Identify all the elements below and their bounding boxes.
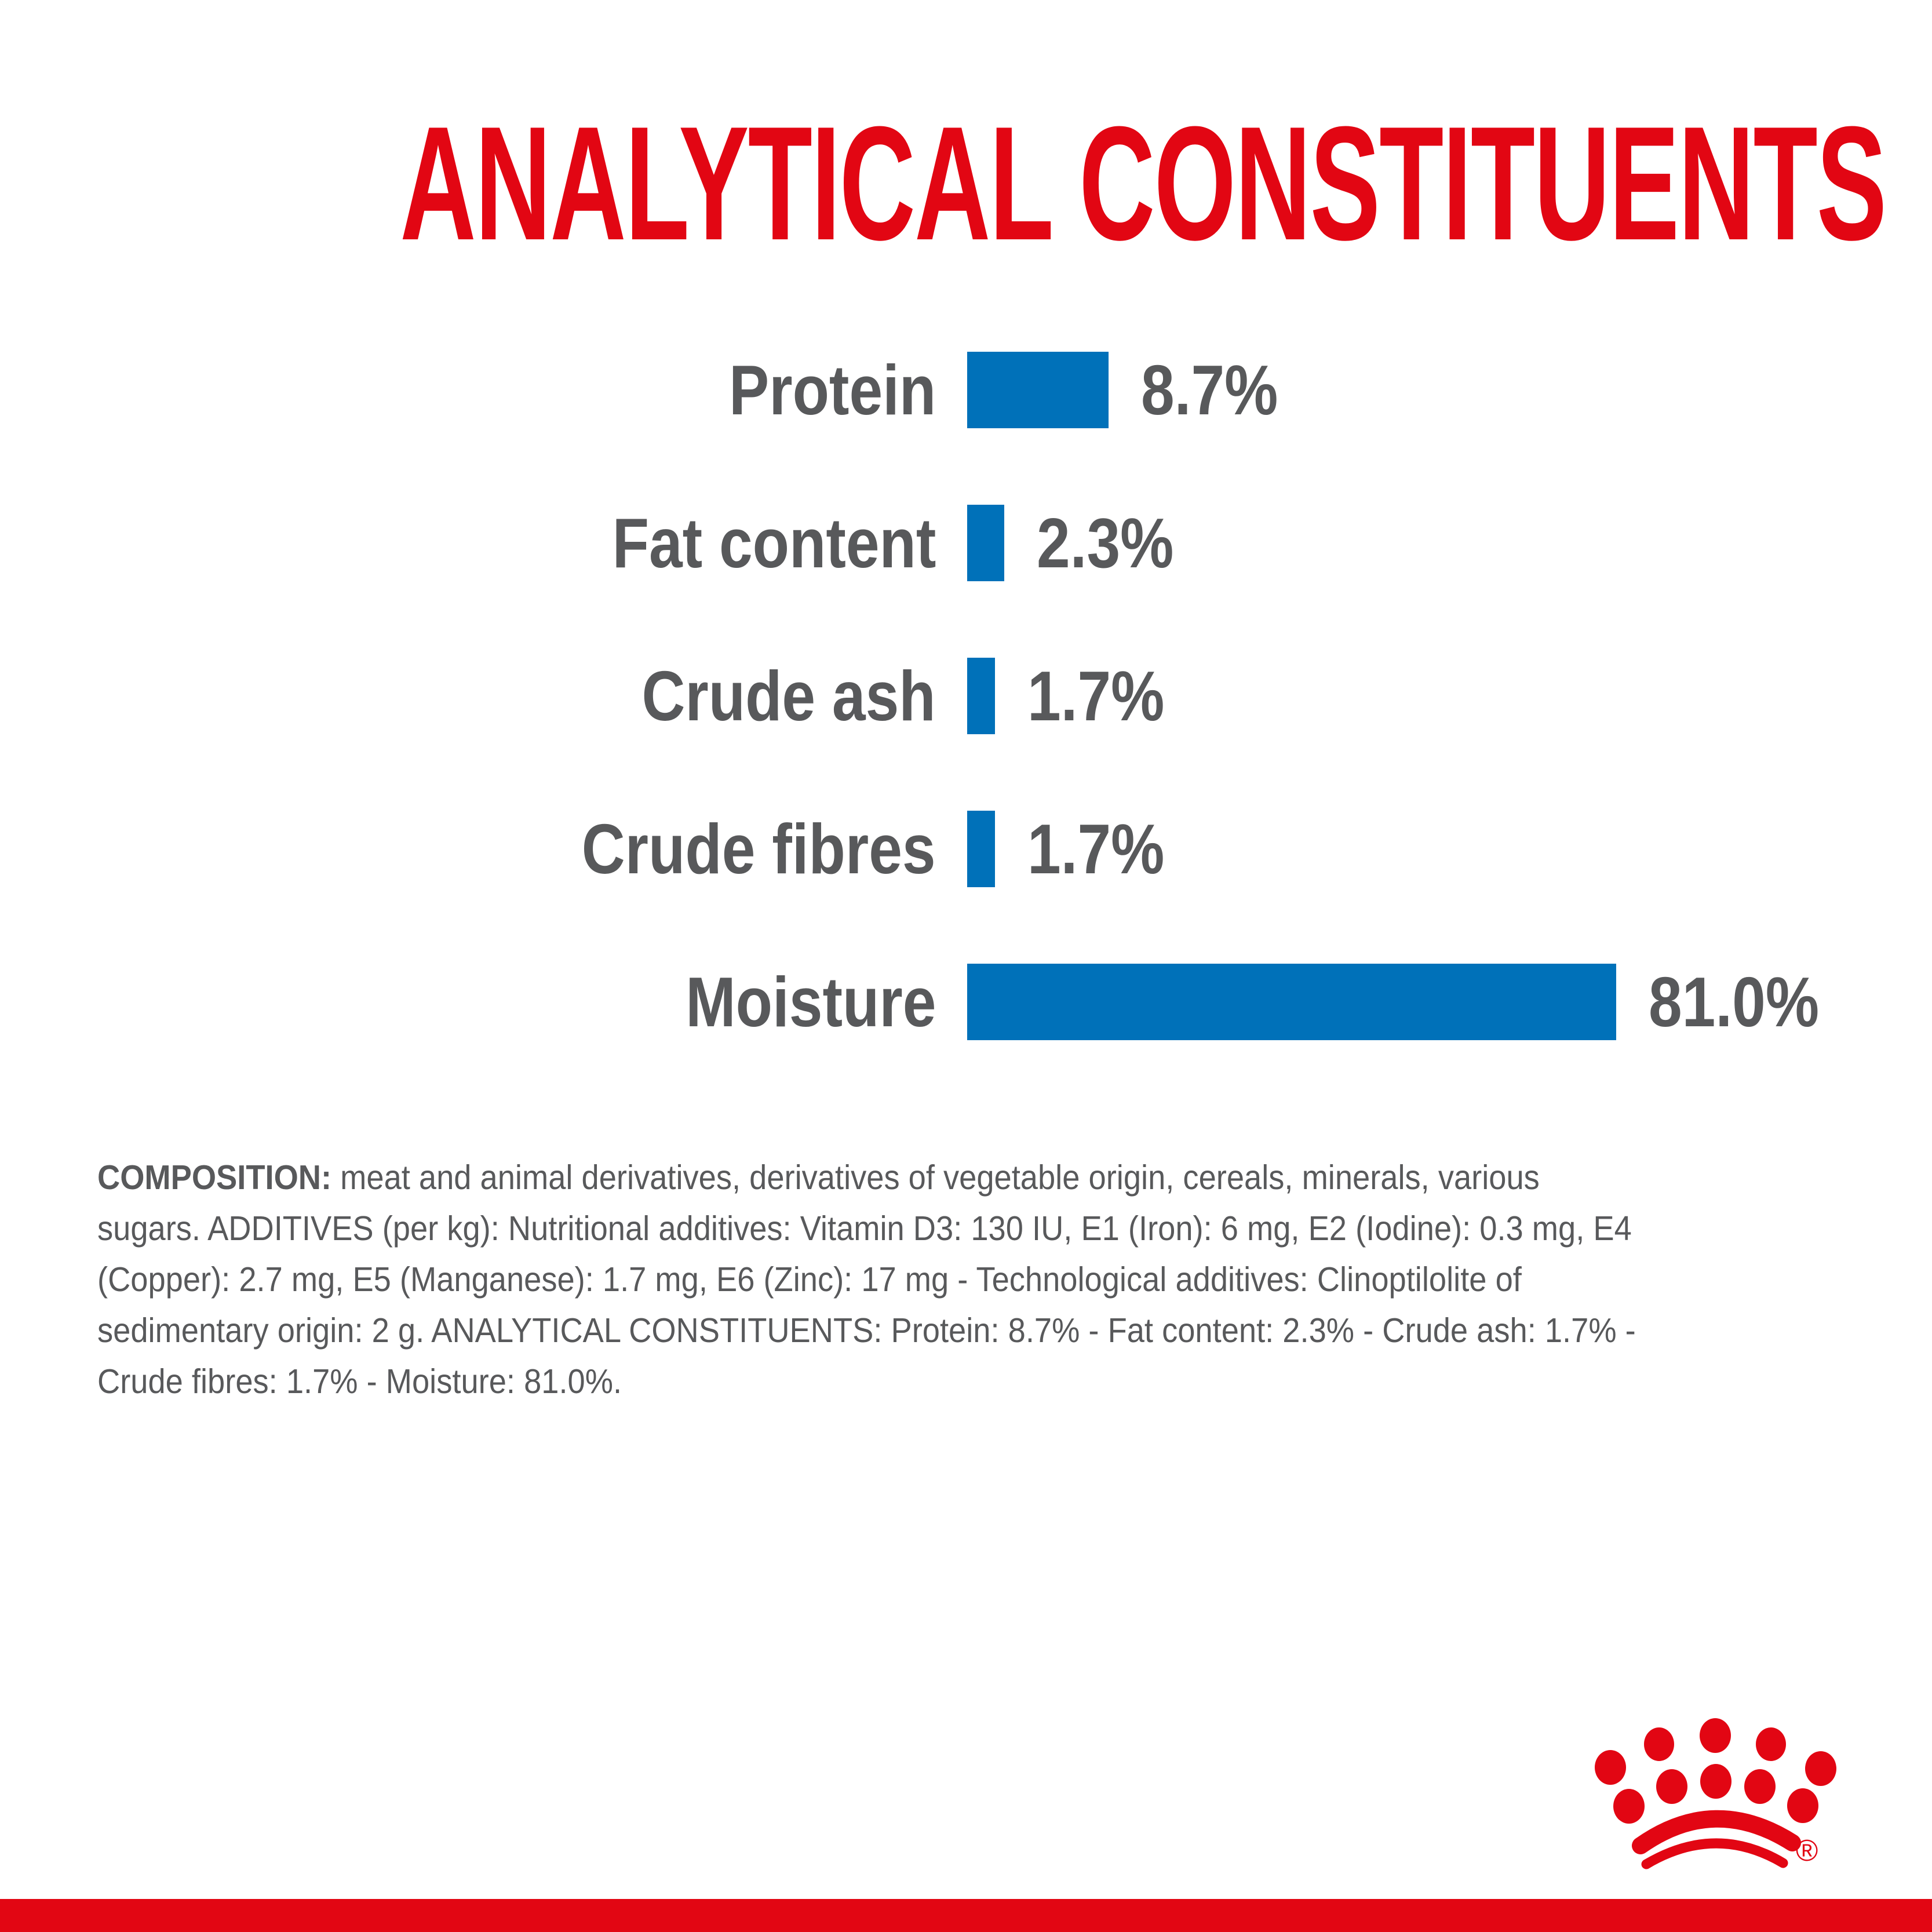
chart-row: Crude fibres 1.7%	[0, 808, 1932, 890]
bar-label: Crude fibres	[582, 810, 936, 888]
bar-value-cell: 1.7%	[1027, 655, 1189, 737]
analytical-constituents-chart: Protein 8.7% Fat content 2.3% Crude ash …	[0, 349, 1932, 1117]
composition-line: sugars. ADDITIVES (per kg): Nutritional …	[97, 1209, 1632, 1248]
bar-value: 81.0%	[1649, 963, 1820, 1041]
bar	[967, 352, 1109, 428]
royal-canin-crown-logo-icon	[1595, 1718, 1836, 1869]
bar-value: 1.7%	[1027, 657, 1164, 735]
page-title: ANALYTICAL CONSTITUENTS	[0, 103, 1932, 265]
page-title-text: ANALYTICAL CONSTITUENTS	[400, 93, 1887, 274]
bar-label-cell: Crude ash	[0, 655, 967, 737]
composition-line: (Copper): 2.7 mg, E5 (Manganese): 1.7 mg…	[97, 1260, 1522, 1299]
registered-trademark-icon: ®	[1796, 1834, 1818, 1868]
chart-row: Moisture 81.0%	[0, 961, 1932, 1042]
composition-text-block: COMPOSITION: meat and animal derivatives…	[97, 1152, 1770, 1407]
bar-label: Moisture	[685, 963, 936, 1041]
bar-value-cell: 8.7%	[1141, 349, 1302, 431]
composition-line: sedimentary origin: 2 g. ANALYTICAL CONS…	[97, 1311, 1636, 1350]
bar-value: 8.7%	[1140, 351, 1278, 429]
composition-line: COMPOSITION: meat and animal derivatives…	[97, 1152, 1636, 1203]
composition-line-text: meat and animal derivatives, derivatives…	[331, 1158, 1540, 1197]
bar-label-cell: Fat content	[0, 502, 967, 584]
bar-value: 2.3%	[1037, 504, 1174, 582]
bar-value: 1.7%	[1027, 810, 1164, 888]
bar	[967, 811, 995, 887]
footer-red-bar	[0, 1899, 1932, 1932]
bar-value-cell: 81.0%	[1649, 961, 1849, 1042]
composition-line: Crude fibres: 1.7% - Moisture: 81.0%.	[97, 1362, 622, 1401]
composition-heading: COMPOSITION:	[97, 1158, 332, 1197]
bar-label: Protein	[728, 351, 936, 429]
bar-value-cell: 2.3%	[1037, 502, 1198, 584]
bar	[967, 658, 995, 734]
bar	[967, 505, 1005, 581]
bar-label-cell: Protein	[0, 349, 967, 431]
bar-label: Crude ash	[641, 657, 936, 735]
chart-row: Protein 8.7%	[0, 349, 1932, 431]
bar-label: Fat content	[612, 504, 936, 582]
bar-label-cell: Crude fibres	[0, 808, 967, 890]
bar-label-cell: Moisture	[0, 961, 967, 1042]
chart-row: Crude ash 1.7%	[0, 655, 1932, 737]
bar	[967, 964, 1616, 1040]
bar-value-cell: 1.7%	[1027, 808, 1189, 890]
chart-row: Fat content 2.3%	[0, 502, 1932, 584]
